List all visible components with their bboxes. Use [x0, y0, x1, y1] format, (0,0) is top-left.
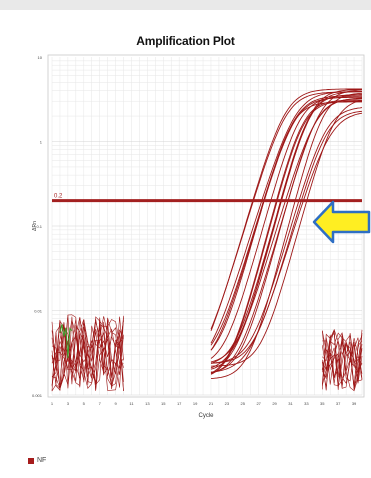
legend: NF — [28, 457, 46, 464]
amplification-curve — [210, 88, 363, 363]
x-tick-label: 1 — [51, 401, 54, 406]
x-tick-label: 23 — [225, 401, 230, 406]
x-tick-label: 35 — [320, 401, 325, 406]
legend-swatch — [28, 457, 34, 464]
amplification-curve — [210, 97, 363, 369]
noise-trace — [51, 319, 124, 392]
noise-trace — [322, 332, 363, 387]
y-tick-label: 0.001 — [32, 393, 43, 398]
noise-trace — [51, 314, 124, 391]
noise-trace — [322, 332, 363, 385]
arrow-left-icon — [312, 200, 371, 244]
chart-title: Amplification Plot — [136, 34, 235, 48]
x-axis-label: Cycle — [198, 413, 214, 419]
threshold-label: 0.2 — [54, 194, 63, 200]
x-tick-label: 27 — [256, 401, 261, 406]
noise-trace — [322, 330, 363, 391]
amplification-curve — [210, 92, 363, 380]
x-tick-label: 19 — [193, 401, 198, 406]
y-ticks: 10 1 0.1 0.01 0.001 — [32, 55, 43, 398]
baseline-trace — [59, 324, 73, 359]
noise-trace — [51, 317, 124, 391]
x-ticks: 1 3 5 7 9 11 13 15 17 19 21 23 25 27 29 31 33 35 37 39 — [51, 401, 357, 406]
x-tick-label: 25 — [241, 401, 246, 406]
y-tick-label: 10 — [38, 55, 43, 60]
legend-label: NF — [37, 457, 47, 464]
x-tick-label: 33 — [304, 401, 309, 406]
amplification-curve — [210, 99, 362, 374]
noise-trace — [51, 316, 124, 387]
amplification-curves — [210, 88, 363, 380]
y-tick-label: 0.01 — [34, 309, 43, 314]
x-tick-label: 7 — [99, 401, 102, 406]
x-tick-label: 15 — [161, 401, 166, 406]
noise-trace — [322, 330, 363, 386]
amplification-curve — [210, 91, 362, 344]
amplification-curve — [210, 110, 363, 364]
amplification-curve — [210, 99, 363, 367]
x-tick-label: 13 — [145, 401, 150, 406]
baseline-noise — [51, 314, 363, 392]
y-tick-label: 1 — [40, 140, 43, 145]
x-tick-label: 5 — [83, 401, 86, 406]
x-tick-label: 37 — [336, 401, 341, 406]
x-tick-label: 31 — [288, 401, 293, 406]
x-tick-label: 9 — [114, 401, 117, 406]
x-tick-label: 39 — [352, 401, 357, 406]
x-tick-label: 11 — [129, 401, 134, 406]
top-bar — [0, 0, 371, 10]
noise-trace — [51, 322, 124, 379]
noise-trace — [322, 341, 363, 386]
noise-trace — [51, 317, 124, 391]
x-tick-label: 21 — [209, 401, 214, 406]
amplification-curve — [210, 89, 363, 374]
x-tick-label: 3 — [67, 401, 70, 406]
y-tick-label: 0.1 — [36, 224, 42, 229]
noise-trace — [51, 314, 124, 385]
noise-trace — [322, 334, 363, 392]
y-axis-label: ΔRn — [32, 221, 38, 231]
amplification-curve — [210, 107, 363, 364]
x-tick-label: 17 — [177, 401, 182, 406]
x-tick-label: 29 — [272, 401, 277, 406]
amplification-curve — [210, 96, 363, 359]
